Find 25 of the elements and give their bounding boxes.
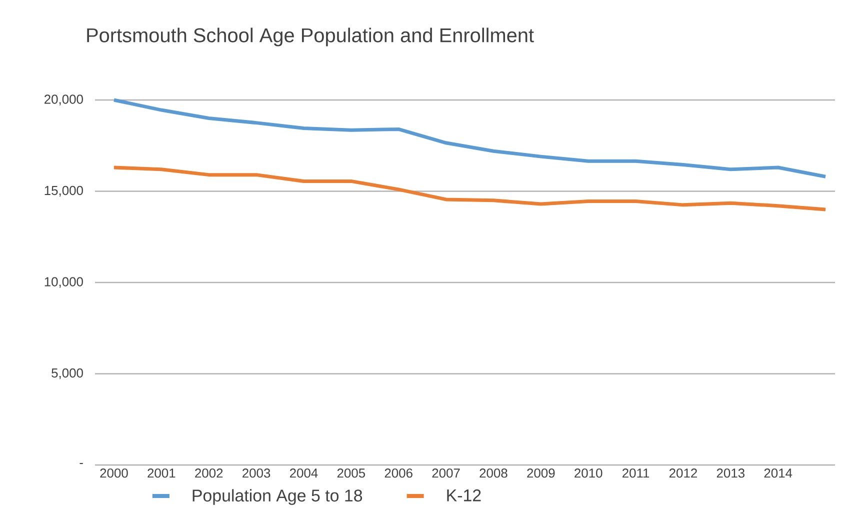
x-tick-label: 2000 bbox=[100, 468, 128, 478]
x-tick-label: 2014 bbox=[764, 468, 792, 478]
x-tick-label: 2003 bbox=[242, 468, 270, 478]
x-tick-label: 2005 bbox=[337, 468, 366, 478]
x-tick-label: 2011 bbox=[622, 468, 650, 478]
legend-label: K-12 bbox=[447, 489, 481, 502]
y-tick-label: 5,000 bbox=[52, 368, 83, 380]
x-tick-label: 2013 bbox=[716, 468, 744, 478]
x-tick-label: 2007 bbox=[432, 468, 460, 478]
y-tick-label: 20,000 bbox=[44, 94, 83, 106]
x-tick-label: 2001 bbox=[148, 468, 176, 478]
line-series bbox=[112, 98, 828, 178]
x-tick-label: 2012 bbox=[669, 468, 697, 478]
y-tick-label: - bbox=[80, 463, 83, 464]
y-tick-label: 10,000 bbox=[44, 277, 83, 288]
x-tick-label: 2008 bbox=[480, 468, 508, 478]
x-tick-label: 2010 bbox=[574, 468, 602, 478]
line-series bbox=[112, 166, 828, 212]
x-tick-label: 2006 bbox=[384, 468, 412, 478]
y-tick-label: 15,000 bbox=[44, 186, 83, 197]
x-tick-label: 2002 bbox=[195, 468, 223, 478]
x-tick-label: 2009 bbox=[527, 468, 555, 478]
legend-label: Population Age 5 to 18 bbox=[192, 489, 362, 505]
x-tick-label: 2004 bbox=[290, 468, 318, 478]
chart-title: Portsmouth School Age Population and Enrollment bbox=[87, 28, 534, 46]
